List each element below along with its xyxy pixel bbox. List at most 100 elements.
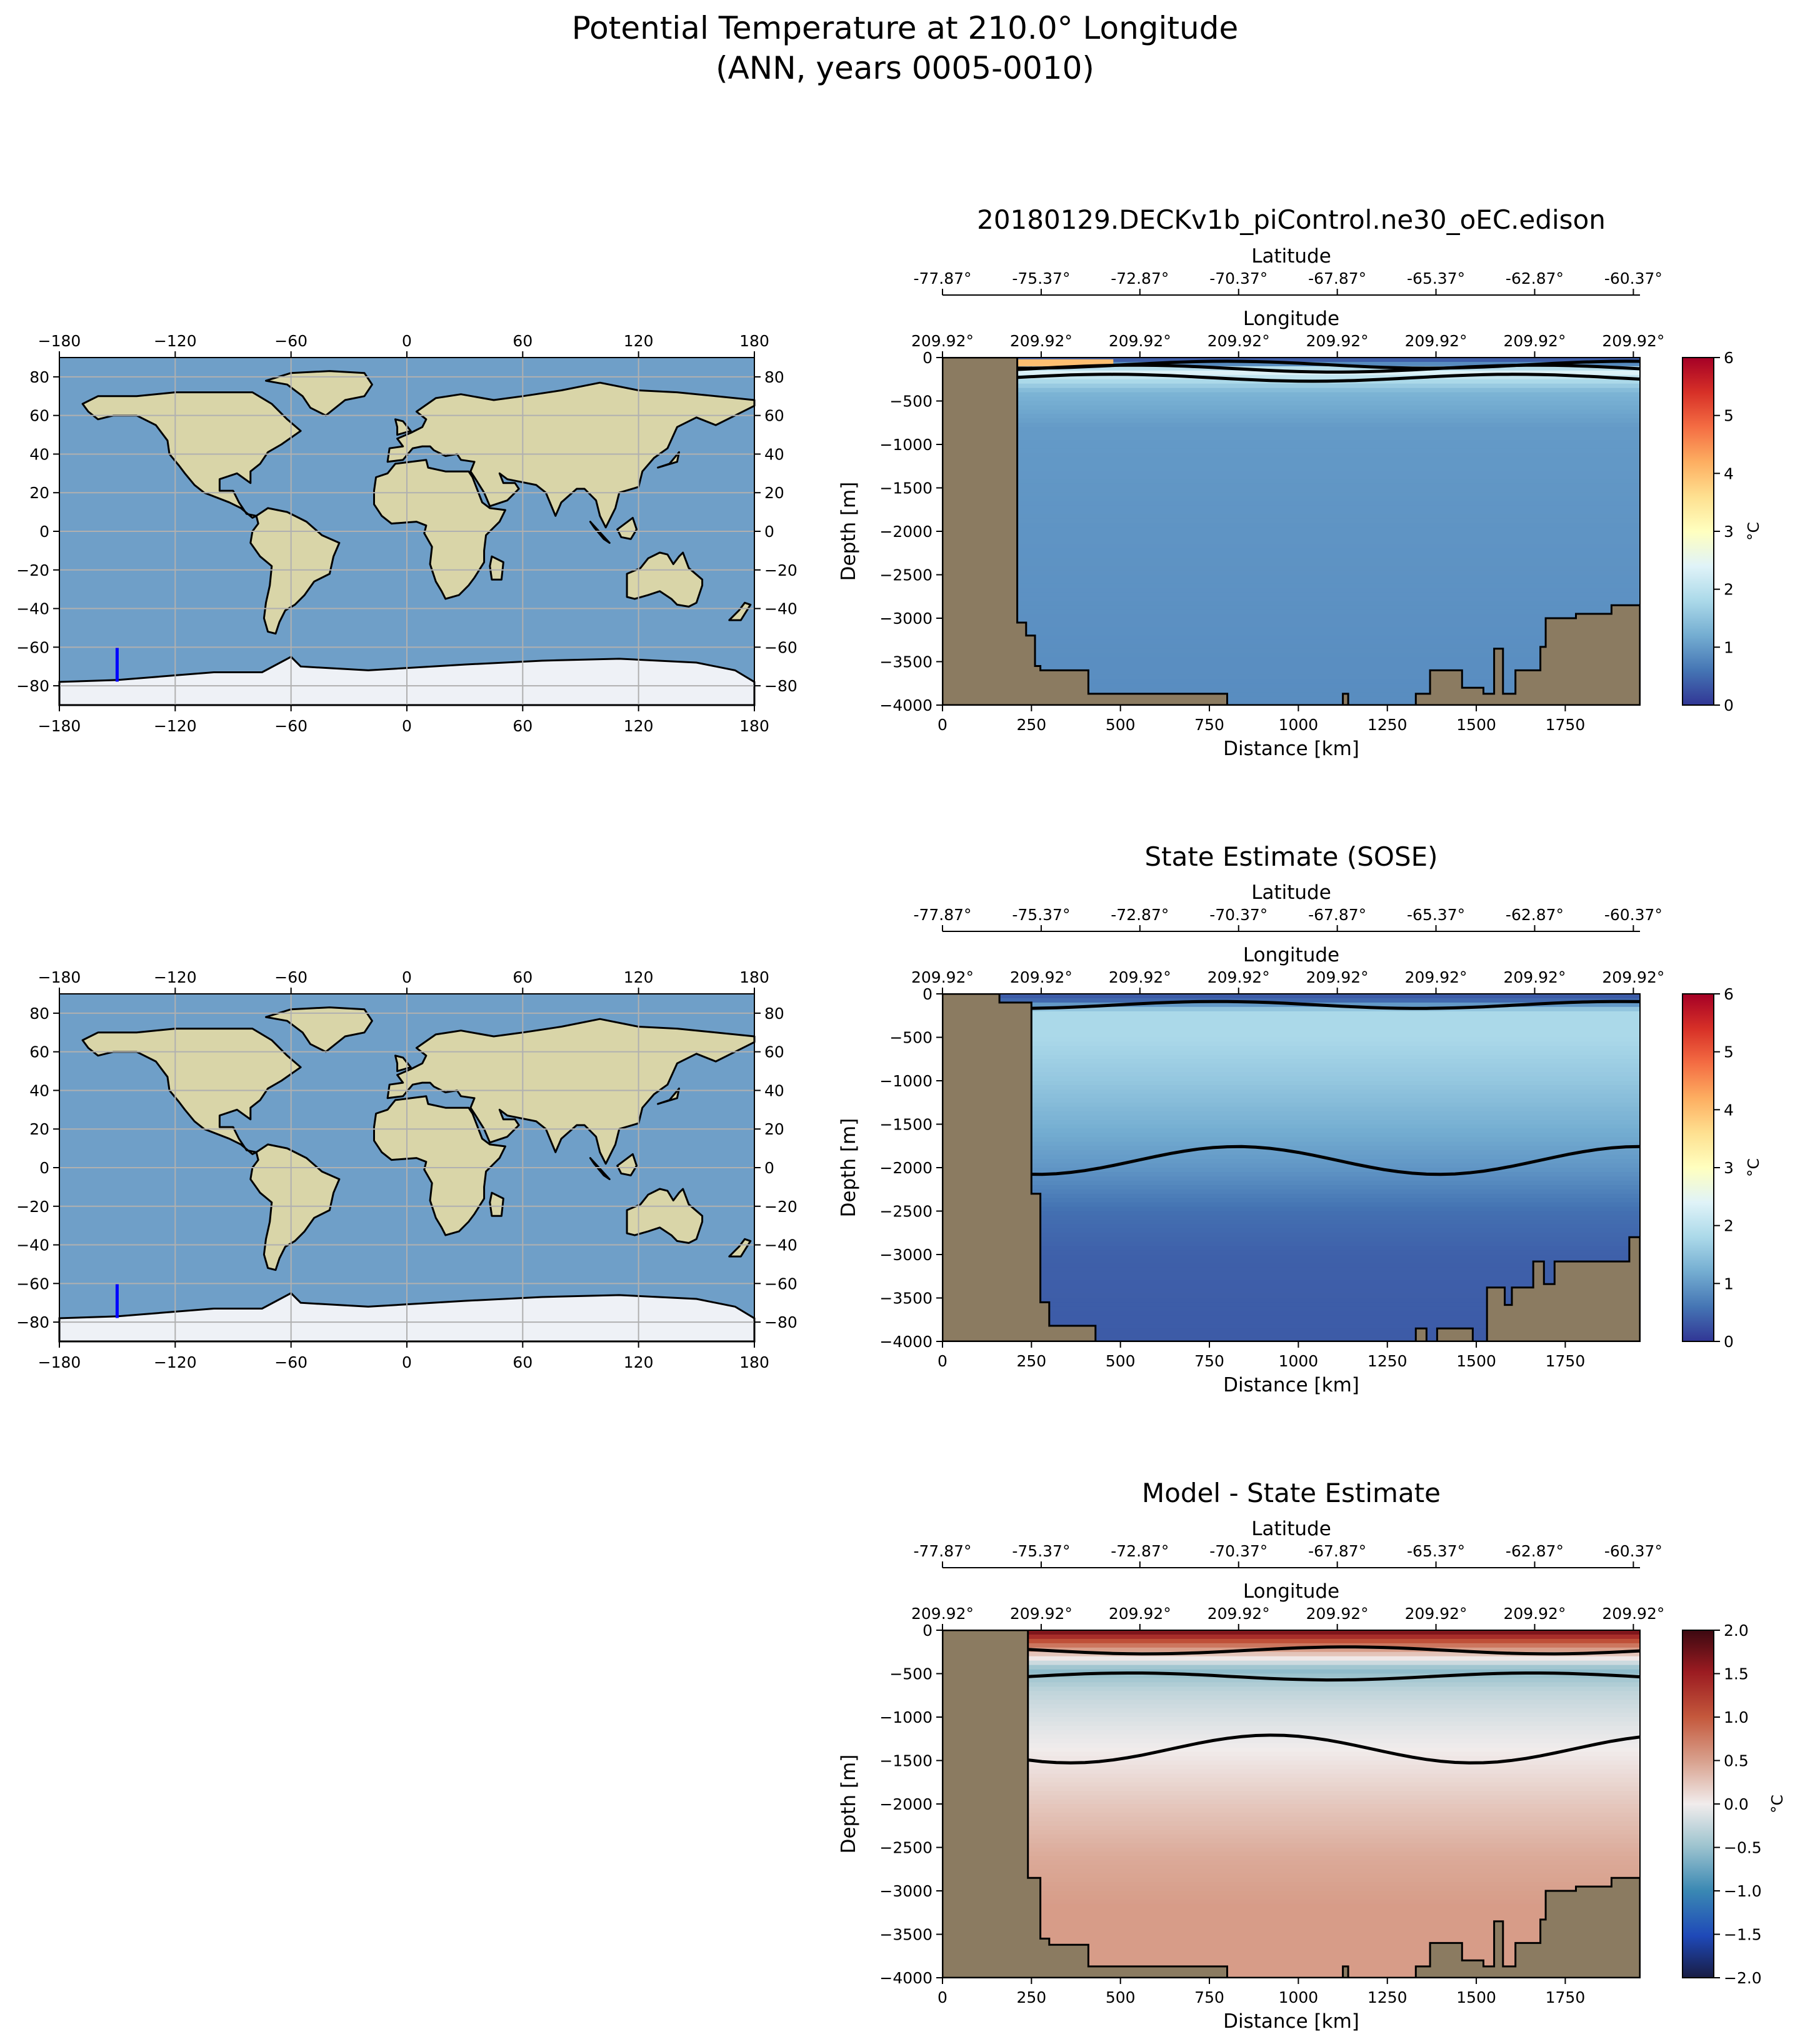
field-band <box>942 1643 1640 1648</box>
map-ytick-label-right: −20 <box>764 1198 798 1216</box>
field-band <box>942 444 1640 449</box>
x-axis-label: Distance [km] <box>1223 2010 1359 2033</box>
continent-landmass <box>386 381 756 529</box>
field-band <box>942 1019 1640 1025</box>
map-ytick-label-left: −20 <box>16 561 49 579</box>
field-band <box>942 427 1640 433</box>
map-xtick-label-bottom: 120 <box>624 717 654 735</box>
continent-landmass <box>489 1191 504 1217</box>
field-band <box>942 1089 1640 1095</box>
xtick-label: 1000 <box>1279 716 1319 734</box>
map-xtick-label-bottom: 180 <box>739 1353 769 1371</box>
x-axis-label: Distance [km] <box>1223 1374 1359 1396</box>
ytick-label: 0 <box>922 349 932 367</box>
section-panel-1: State Estimate (SOSE)0 250 500 750 1000 1250 1… <box>838 841 1762 1396</box>
field-band <box>942 1938 1640 1944</box>
field-band <box>942 1951 1640 1957</box>
field-band <box>942 1233 1640 1238</box>
field-band <box>942 1821 1640 1826</box>
bottom-topography <box>942 358 1640 705</box>
field-band <box>942 1298 1640 1303</box>
field-band <box>942 1193 1640 1199</box>
map-ytick-label-right: 40 <box>764 1081 784 1100</box>
bottom-topography <box>942 1630 1640 1978</box>
field-band <box>942 1786 1640 1792</box>
field-band <box>942 1930 1640 1935</box>
field-band <box>942 1055 1640 1060</box>
field-band <box>942 1630 1640 1635</box>
field-band <box>942 1276 1640 1281</box>
field-band <box>942 1691 1640 1696</box>
map-xtick-label-top: 120 <box>624 332 654 350</box>
field-band <box>942 635 1640 641</box>
field-band <box>942 1812 1640 1818</box>
field-band <box>942 639 1640 645</box>
field-band <box>942 470 1640 476</box>
map-ytick-label-left: 20 <box>29 1120 49 1138</box>
field-band <box>942 1708 1640 1714</box>
field-band <box>942 1838 1640 1844</box>
continent-landmass <box>728 1238 752 1258</box>
map-ytick-label-right: −40 <box>764 600 798 618</box>
colorbar-label: °C <box>1744 522 1762 541</box>
field-band <box>942 1808 1640 1813</box>
field-band <box>942 701 1640 705</box>
field-band <box>942 1778 1640 1783</box>
field-band <box>942 1804 1640 1809</box>
xtick-label: 0 <box>938 716 948 734</box>
lon-tick-label: 209.92° <box>1010 1605 1072 1623</box>
field-band <box>942 514 1640 519</box>
map-ytick-label-left: −60 <box>16 1275 49 1293</box>
field-band <box>942 1185 1640 1190</box>
map-ytick-label-right: 20 <box>764 1120 784 1138</box>
continent-landmass <box>657 451 680 469</box>
field-band <box>942 1651 1640 1657</box>
field-band <box>942 1956 1640 1961</box>
field-band <box>942 1289 1640 1295</box>
bottom-topography <box>942 994 1640 1341</box>
field-band <box>942 505 1640 511</box>
continent-landmass <box>657 1087 680 1105</box>
map-xtick-label-top: −120 <box>154 332 197 350</box>
field-band <box>942 1106 1640 1112</box>
map-ytick-label-left: 40 <box>29 1081 49 1100</box>
field-band <box>942 1111 1640 1116</box>
field-band <box>942 1830 1640 1835</box>
field-band <box>942 1324 1640 1330</box>
field-band <box>942 644 1640 649</box>
lat-tick-label: -62.87° <box>1506 1542 1564 1560</box>
field-band <box>942 1721 1640 1726</box>
field-band <box>942 618 1640 623</box>
field-band <box>942 1895 1640 1900</box>
field-band <box>942 994 1640 999</box>
lat-tick-label: -77.87° <box>913 1542 971 1560</box>
ytick-label: −1000 <box>879 1708 932 1726</box>
lat-tick-label: -62.87° <box>1506 269 1564 288</box>
field-band <box>942 370 1640 376</box>
field-band <box>942 1891 1640 1896</box>
field-band <box>942 648 1640 654</box>
field-band <box>942 383 1640 389</box>
field-band <box>942 1673 1640 1679</box>
field-band <box>942 1333 1640 1338</box>
field-band <box>942 574 1640 580</box>
map-ytick-label-left: 60 <box>29 407 49 425</box>
field-band <box>942 1908 1640 1913</box>
colorbar: 0 1 2 3 4 5 6 °C <box>1682 985 1762 1351</box>
field-band <box>942 1878 1640 1883</box>
field-band <box>942 1202 1640 1208</box>
xtick-label: 1500 <box>1456 1988 1496 2006</box>
field-band <box>942 1800 1640 1805</box>
field-band <box>942 548 1640 554</box>
field-band <box>942 457 1640 463</box>
lon-tick-label: 209.92° <box>1602 968 1664 986</box>
field-band <box>942 448 1640 454</box>
field-band <box>942 1267 1640 1273</box>
field-band <box>942 1738 1640 1744</box>
field-band <box>942 1285 1640 1290</box>
field-band <box>942 1302 1640 1308</box>
panel-title: State Estimate (SOSE) <box>1144 841 1438 872</box>
continent-landmass <box>249 507 341 635</box>
lon-tick-label: 209.92° <box>1602 1605 1664 1623</box>
field-band <box>942 1059 1640 1065</box>
